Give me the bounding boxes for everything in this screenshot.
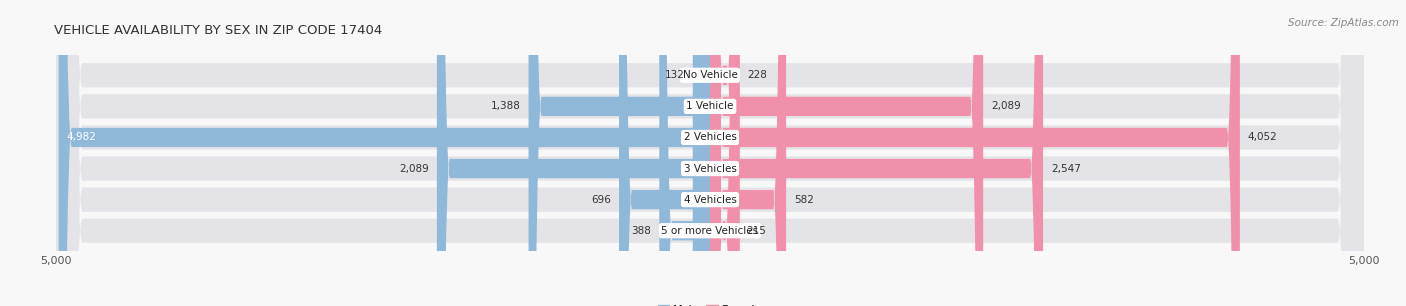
Text: 228: 228 [748, 70, 768, 80]
Text: 4,982: 4,982 [66, 132, 97, 143]
FancyBboxPatch shape [529, 0, 710, 306]
Text: 2,089: 2,089 [399, 163, 429, 174]
Text: 1,388: 1,388 [491, 101, 520, 111]
FancyBboxPatch shape [710, 0, 1240, 306]
Text: 582: 582 [794, 195, 814, 205]
Text: 2,547: 2,547 [1050, 163, 1081, 174]
FancyBboxPatch shape [693, 0, 710, 306]
FancyBboxPatch shape [56, 0, 1364, 306]
Text: 696: 696 [592, 195, 612, 205]
FancyBboxPatch shape [56, 0, 1364, 306]
Text: 2,089: 2,089 [991, 101, 1021, 111]
FancyBboxPatch shape [56, 0, 1364, 306]
FancyBboxPatch shape [59, 0, 710, 306]
Text: 4,052: 4,052 [1247, 132, 1278, 143]
FancyBboxPatch shape [56, 0, 1364, 306]
Text: 1 Vehicle: 1 Vehicle [686, 101, 734, 111]
FancyBboxPatch shape [710, 0, 738, 306]
FancyBboxPatch shape [619, 0, 710, 306]
Text: 132: 132 [665, 70, 685, 80]
Text: Source: ZipAtlas.com: Source: ZipAtlas.com [1288, 18, 1399, 28]
FancyBboxPatch shape [56, 0, 1364, 306]
Text: No Vehicle: No Vehicle [682, 70, 738, 80]
FancyBboxPatch shape [710, 0, 740, 306]
Text: 388: 388 [631, 226, 651, 236]
FancyBboxPatch shape [710, 0, 983, 306]
Legend: Male, Female: Male, Female [654, 300, 766, 306]
Text: 215: 215 [747, 226, 766, 236]
FancyBboxPatch shape [710, 0, 1043, 306]
Text: 4 Vehicles: 4 Vehicles [683, 195, 737, 205]
Text: 5 or more Vehicles: 5 or more Vehicles [661, 226, 759, 236]
FancyBboxPatch shape [659, 0, 710, 306]
FancyBboxPatch shape [710, 0, 786, 306]
Text: 3 Vehicles: 3 Vehicles [683, 163, 737, 174]
FancyBboxPatch shape [56, 0, 1364, 306]
Text: 2 Vehicles: 2 Vehicles [683, 132, 737, 143]
Text: VEHICLE AVAILABILITY BY SEX IN ZIP CODE 17404: VEHICLE AVAILABILITY BY SEX IN ZIP CODE … [53, 24, 382, 37]
FancyBboxPatch shape [437, 0, 710, 306]
